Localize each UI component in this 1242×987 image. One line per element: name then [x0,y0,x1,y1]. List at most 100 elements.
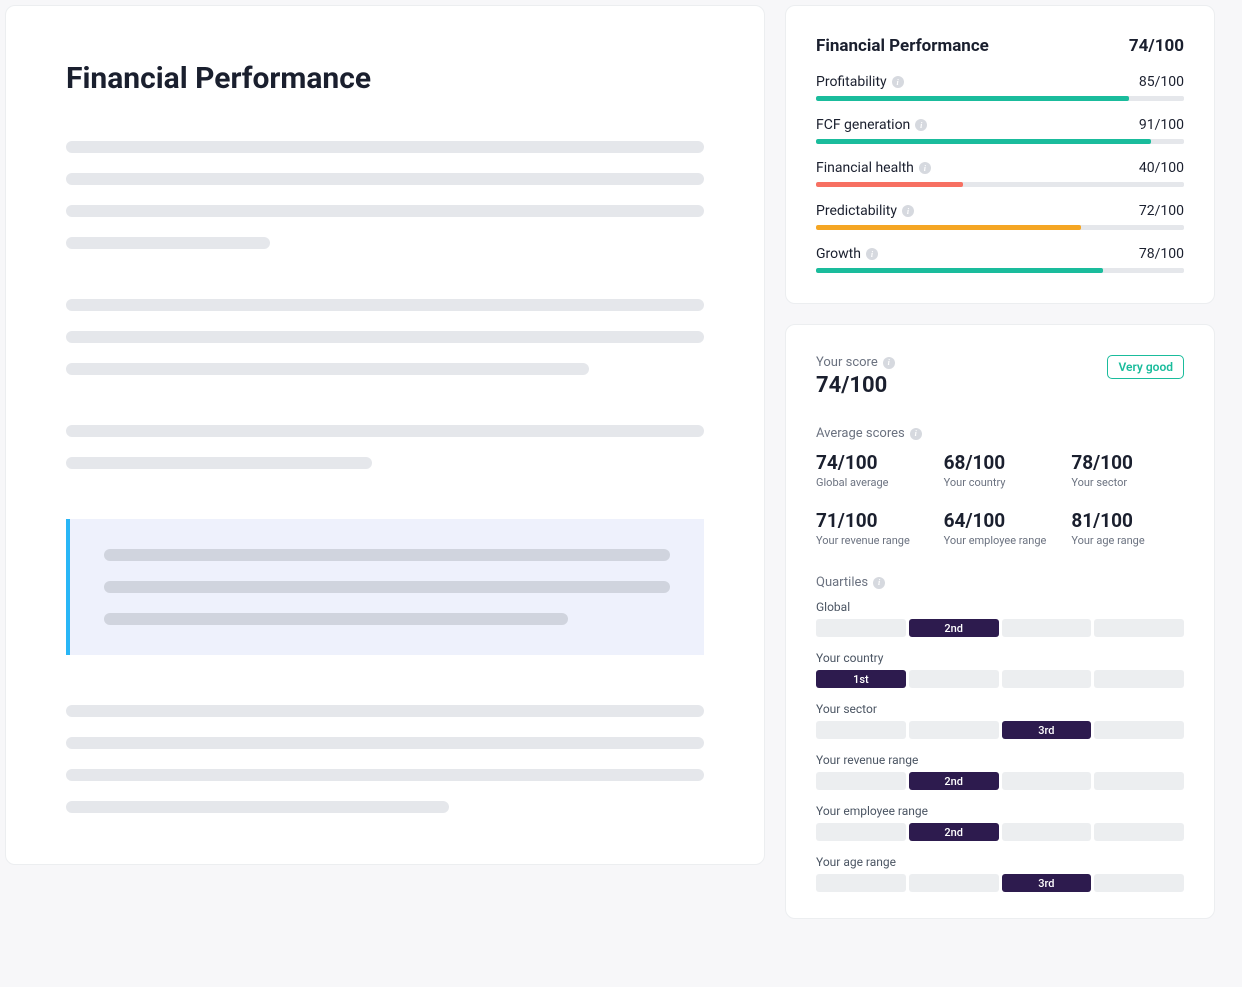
quartile-name: Your age range [816,855,1184,869]
quartile-item: Your revenue range2nd [816,753,1184,790]
quartile-name: Global [816,600,1184,614]
quartile-segment [816,874,906,892]
info-icon[interactable]: i [915,119,927,131]
avg-item: 71/100Your revenue range [816,509,929,547]
skeleton-line [104,549,670,561]
quartile-segment [909,670,999,688]
metric-value: 78/100 [1139,246,1184,262]
avg-scores-label: Average scores i [816,426,1184,441]
metric-label: Growthi [816,246,878,262]
metric-label: FCF generationi [816,117,927,133]
quartiles-label: Quartiles i [816,575,1184,590]
quartile-segment [816,772,906,790]
avg-item-label: Your employee range [944,534,1057,547]
avg-item-label: Global average [816,476,929,489]
metric-row: Growthi 78/100 [816,246,1184,273]
quartile-item: Your sector 3rd [816,702,1184,739]
performance-card: Financial Performance 74/100 Profitabili… [785,5,1215,304]
info-icon[interactable]: i [873,577,885,589]
skeleton-line [66,705,704,717]
quartile-segment [1002,619,1092,637]
progress-fill [816,139,1151,144]
avg-item: 64/100 Your employee range [944,509,1057,547]
metric-value: 91/100 [1139,117,1184,133]
info-icon[interactable]: i [883,357,895,369]
skeleton-line [104,581,670,593]
metric-row: Profitabilityi 85/100 [816,74,1184,101]
quartile-segment [1094,670,1184,688]
quartile-item: Your country 1st [816,651,1184,688]
quartile-segment [1094,721,1184,739]
metric-label: Profitabilityi [816,74,904,90]
quartile-bar: 3rd [816,874,1184,892]
quartile-segment [1002,823,1092,841]
quartile-name: Your sector [816,702,1184,716]
skeleton-line [66,363,589,375]
score-card: Your score i 74/100 Very good Average sc… [785,324,1215,919]
avg-item: 81/100 Your age range [1071,509,1184,547]
quartile-segment [909,874,999,892]
progress-fill [816,225,1081,230]
skeleton-block [66,425,704,469]
progress-fill [816,182,963,187]
quartile-bar: 2nd [816,619,1184,637]
skeleton-line [66,299,704,311]
avg-item-label: Your country [944,476,1057,489]
quartile-name: Your country [816,651,1184,665]
quartile-segment [1094,823,1184,841]
metric-row: Predictabilityi72/100 [816,203,1184,230]
quartile-name: Your employee range [816,804,1184,818]
quartile-segment: 2nd [909,823,999,841]
quartile-segment: 3rd [1002,874,1092,892]
quartile-segment [1094,772,1184,790]
your-score-label: Your score i [816,355,895,370]
avg-item: 78/100Your sector [1071,451,1184,489]
quartile-bar: 1st [816,670,1184,688]
quartile-segment [1094,874,1184,892]
skeleton-line [104,613,568,625]
content-card: Financial Performance [5,5,765,865]
progress-bar [816,96,1184,101]
progress-fill [816,268,1103,273]
avg-item-value: 68/100 [944,451,1057,474]
info-icon[interactable]: i [919,162,931,174]
info-icon[interactable]: i [892,76,904,88]
skeleton-line [66,141,704,153]
avg-item-value: 74/100 [816,451,929,474]
quartile-segment: 2nd [909,619,999,637]
progress-bar [816,182,1184,187]
quartile-item: Your employee range 2nd [816,804,1184,841]
avg-item-value: 81/100 [1071,509,1184,532]
info-icon[interactable]: i [866,248,878,260]
info-icon[interactable]: i [910,428,922,440]
quartile-item: Global 2nd [816,600,1184,637]
avg-item-value: 64/100 [944,509,1057,532]
skeleton-line [66,737,704,749]
avg-item-label: Your sector [1071,476,1184,489]
metric-value: 85/100 [1139,74,1184,90]
quartile-segment [816,721,906,739]
skeleton-block [66,299,704,375]
avg-item-value: 71/100 [816,509,929,532]
performance-score: 74/100 [1129,36,1184,56]
quartile-segment: 3rd [1002,721,1092,739]
skeleton-line [66,457,372,469]
progress-bar [816,225,1184,230]
quartile-segment: 2nd [909,772,999,790]
progress-fill [816,96,1129,101]
quartile-item: Your age range 3rd [816,855,1184,892]
info-icon[interactable]: i [902,205,914,217]
avg-item-label: Your age range [1071,534,1184,547]
metric-label: Financial healthi [816,160,931,176]
callout-block [66,519,704,655]
page-title: Financial Performance [66,61,704,96]
quartile-segment [816,823,906,841]
skeleton-block [66,141,704,249]
skeleton-line [66,769,704,781]
quartile-segment [816,619,906,637]
performance-title: Financial Performance [816,36,989,56]
skeleton-line [66,801,449,813]
progress-bar [816,139,1184,144]
skeleton-line [66,205,704,217]
quartile-bar: 2nd [816,772,1184,790]
